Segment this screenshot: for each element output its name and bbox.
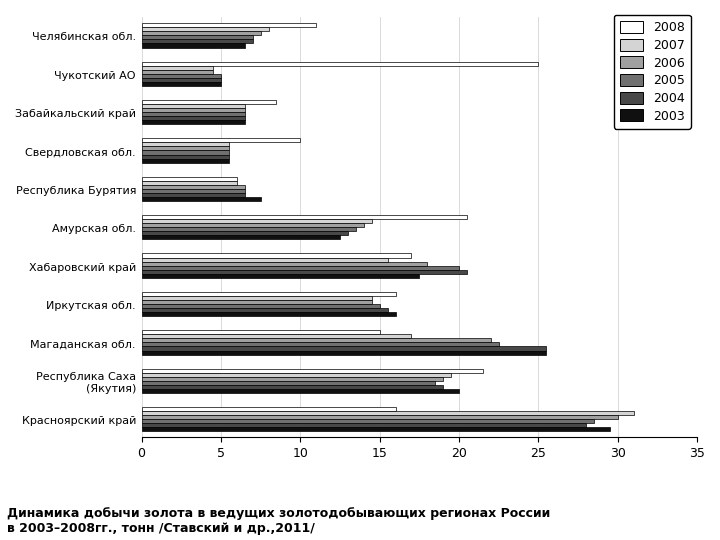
- Bar: [142, 300, 372, 304]
- Bar: [142, 304, 379, 308]
- Bar: [142, 197, 261, 201]
- Bar: [142, 269, 467, 274]
- Bar: [142, 35, 253, 39]
- Bar: [142, 116, 245, 120]
- Bar: [142, 159, 229, 163]
- Bar: [142, 189, 245, 193]
- Bar: [142, 334, 411, 339]
- Bar: [142, 177, 237, 181]
- Bar: [142, 154, 229, 159]
- Bar: [142, 23, 316, 27]
- Bar: [142, 112, 245, 116]
- Bar: [142, 108, 245, 112]
- Bar: [142, 31, 261, 35]
- Bar: [142, 339, 491, 342]
- Bar: [142, 219, 372, 223]
- Bar: [142, 138, 300, 143]
- Bar: [142, 43, 245, 48]
- Bar: [142, 146, 229, 151]
- Bar: [142, 120, 245, 124]
- Bar: [142, 231, 348, 235]
- Bar: [142, 104, 245, 108]
- Bar: [142, 70, 213, 74]
- Bar: [142, 385, 443, 389]
- Bar: [142, 100, 276, 104]
- Bar: [142, 74, 221, 78]
- Bar: [142, 292, 395, 296]
- Bar: [142, 193, 245, 197]
- Bar: [142, 235, 340, 239]
- Legend: 2008, 2007, 2006, 2005, 2004, 2003: 2008, 2007, 2006, 2005, 2004, 2003: [614, 15, 690, 129]
- Bar: [142, 261, 427, 266]
- Bar: [142, 266, 459, 269]
- Bar: [142, 296, 372, 300]
- Bar: [142, 223, 364, 227]
- Bar: [142, 185, 245, 189]
- Bar: [142, 389, 459, 393]
- Bar: [142, 419, 594, 423]
- Bar: [142, 215, 467, 219]
- Bar: [142, 369, 483, 373]
- Bar: [142, 39, 253, 43]
- Bar: [142, 423, 586, 427]
- Bar: [142, 381, 435, 385]
- Bar: [142, 253, 411, 258]
- Bar: [142, 415, 618, 419]
- Bar: [142, 27, 269, 31]
- Bar: [142, 227, 356, 231]
- Bar: [142, 65, 213, 70]
- Bar: [142, 407, 395, 411]
- Bar: [142, 312, 395, 316]
- Bar: [142, 373, 451, 377]
- Bar: [142, 308, 387, 312]
- Bar: [142, 377, 443, 381]
- Bar: [142, 151, 229, 154]
- Bar: [142, 347, 546, 350]
- Bar: [142, 143, 229, 146]
- Bar: [142, 427, 610, 431]
- Bar: [142, 78, 221, 82]
- Bar: [142, 411, 634, 415]
- Bar: [142, 82, 221, 86]
- Bar: [142, 274, 419, 278]
- Bar: [142, 181, 237, 185]
- Bar: [142, 330, 379, 334]
- Bar: [142, 350, 546, 355]
- Text: Динамика добычи золота в ведущих золотодобывающих регионах России
в 2003–2008гг.: Динамика добычи золота в ведущих золотод…: [7, 507, 551, 535]
- Bar: [142, 62, 539, 65]
- Bar: [142, 342, 499, 347]
- Bar: [142, 258, 387, 261]
